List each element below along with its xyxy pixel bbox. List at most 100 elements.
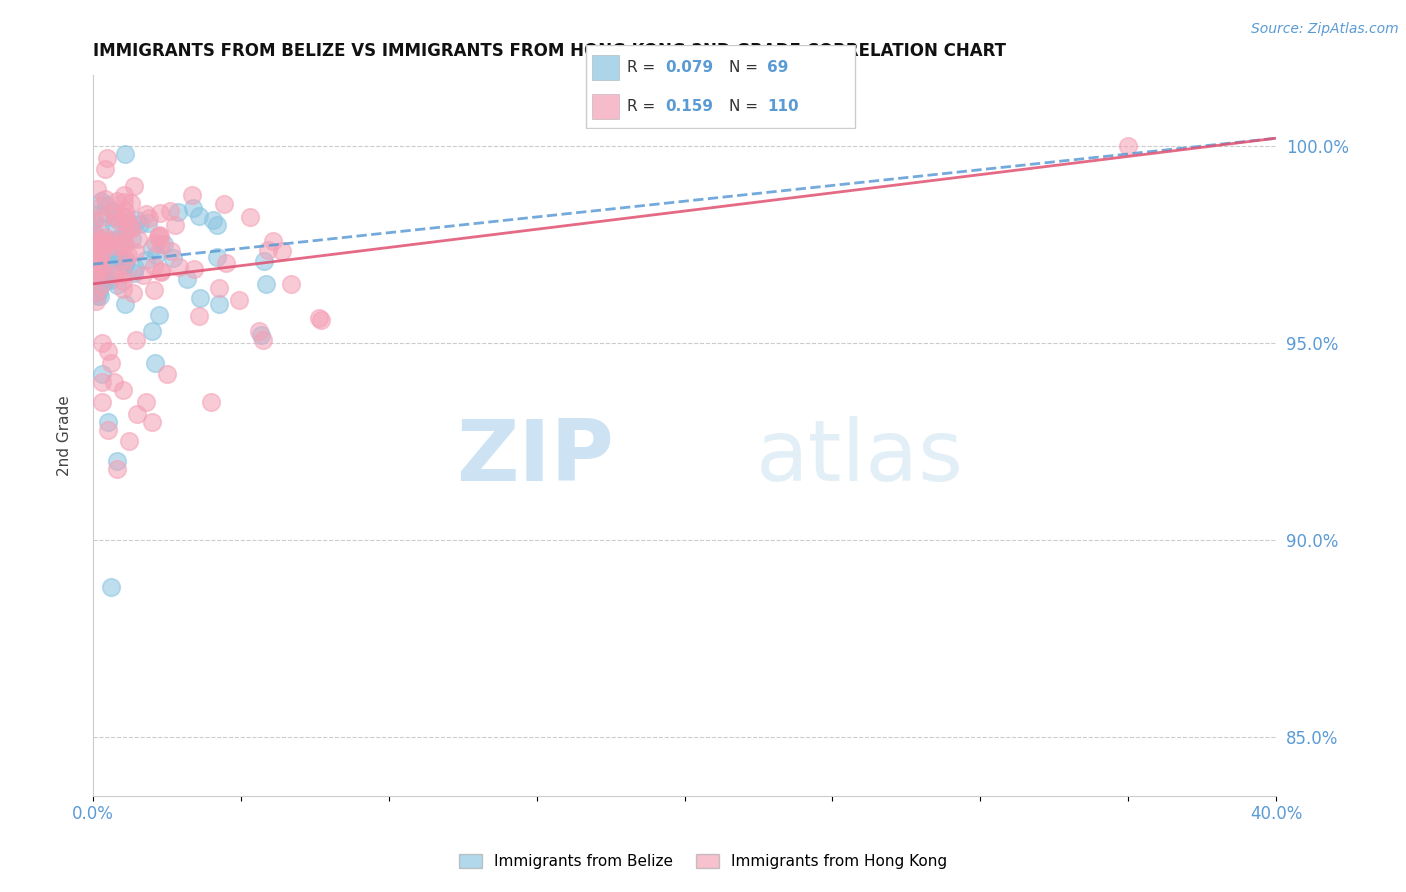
Point: [143, 356, 166, 370]
Y-axis label: 2nd Grade: 2nd Grade: [58, 395, 72, 475]
Point: [90, 245, 112, 260]
Text: IMMIGRANTS FROM BELIZE VS IMMIGRANTS FROM HONG KONG 2ND GRADE CORRELATION CHART: IMMIGRANTS FROM BELIZE VS IMMIGRANTS FRO…: [93, 42, 1007, 60]
Point: [89, 244, 111, 258]
Point: [114, 147, 136, 161]
Point: [105, 266, 128, 280]
Point: [103, 376, 125, 390]
Point: [94, 192, 117, 206]
Point: [270, 244, 292, 259]
Point: [124, 245, 146, 260]
Point: [121, 220, 143, 235]
Point: [124, 260, 146, 275]
Point: [121, 285, 143, 300]
Point: [90, 256, 112, 270]
Point: [100, 580, 122, 594]
Point: [150, 236, 173, 251]
Point: [112, 267, 135, 281]
Text: N =: N =: [728, 60, 762, 75]
Point: [96, 152, 118, 166]
Point: [87, 284, 110, 298]
Point: [117, 434, 139, 449]
Point: [249, 327, 271, 342]
Point: [103, 204, 125, 219]
Point: [114, 227, 136, 241]
Point: [107, 231, 129, 245]
Legend: Immigrants from Belize, Immigrants from Hong Kong: Immigrants from Belize, Immigrants from …: [453, 848, 953, 875]
Point: [128, 217, 150, 231]
Point: [84, 277, 107, 291]
Point: [82, 251, 104, 265]
Point: [108, 214, 131, 228]
Point: [149, 206, 172, 220]
Point: [136, 216, 159, 230]
Point: [149, 229, 172, 244]
Point: [84, 285, 107, 299]
Point: [114, 223, 136, 237]
Point: [101, 204, 124, 219]
Point: [141, 241, 163, 255]
Point: [146, 230, 169, 244]
Point: [135, 395, 157, 409]
Point: [100, 356, 122, 370]
Point: [90, 368, 112, 382]
Point: [214, 197, 236, 211]
Point: [1116, 139, 1139, 153]
Point: [96, 235, 118, 249]
Point: [111, 235, 134, 249]
Point: [163, 218, 186, 232]
Point: [104, 211, 127, 225]
Point: [87, 242, 110, 256]
Point: [150, 264, 173, 278]
Point: [110, 239, 132, 253]
Point: [90, 335, 112, 350]
Point: [176, 272, 198, 286]
Point: [108, 254, 131, 268]
Point: [252, 333, 274, 347]
Point: [111, 210, 134, 224]
Point: [108, 235, 131, 250]
Point: [82, 254, 104, 268]
Point: [188, 291, 211, 305]
Point: [148, 228, 170, 243]
Point: [87, 232, 110, 246]
Point: [120, 195, 142, 210]
Text: 0.159: 0.159: [666, 99, 714, 114]
Point: [94, 258, 117, 272]
Point: [90, 261, 112, 276]
Text: N =: N =: [728, 99, 762, 114]
Point: [127, 407, 149, 421]
Point: [141, 415, 163, 429]
Point: [114, 259, 136, 273]
Point: [86, 182, 108, 196]
Point: [90, 199, 112, 213]
Point: [90, 376, 112, 390]
Point: [160, 244, 183, 259]
Point: [101, 233, 124, 247]
Point: [280, 277, 302, 291]
Point: [97, 415, 120, 429]
Point: [105, 277, 128, 292]
Point: [84, 293, 107, 308]
Point: [94, 269, 117, 284]
Point: [122, 266, 145, 280]
Point: [90, 194, 112, 209]
Text: 110: 110: [768, 99, 799, 114]
Text: ZIP: ZIP: [456, 416, 613, 499]
Point: [148, 308, 170, 322]
Point: [115, 252, 138, 266]
Point: [143, 259, 166, 273]
Point: [145, 248, 167, 262]
Text: atlas: atlas: [755, 416, 963, 499]
Point: [103, 268, 125, 282]
Point: [86, 265, 108, 279]
Point: [96, 198, 118, 212]
Point: [162, 251, 184, 265]
Point: [89, 207, 111, 221]
Point: [208, 297, 231, 311]
Point: [87, 235, 110, 249]
Point: [153, 237, 176, 252]
Point: [114, 296, 136, 310]
Point: [142, 283, 165, 297]
Point: [125, 213, 148, 227]
Point: [132, 268, 155, 282]
